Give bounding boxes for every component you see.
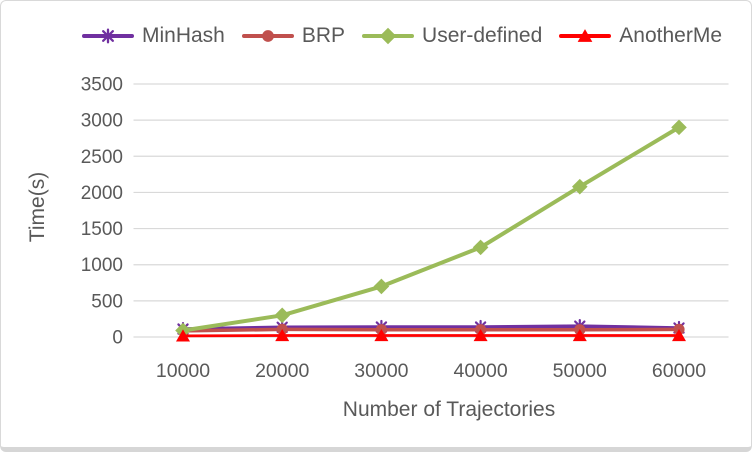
x-tick-label: 20000 [255,360,309,382]
x-axis-title: Number of Trajectories [342,398,556,421]
x-tick-label: 30000 [354,360,408,382]
legend-item-minhash: MinHash [81,23,225,49]
legend: MinHash BRP User-defined AnotherMe [1,23,751,49]
y-tick-label: 0 [112,328,123,349]
y-tick-label: 3500 [81,75,123,96]
minhash-marker-icon [81,28,134,44]
legend-label-anotherme: AnotherMe [619,24,723,47]
series-minhash [177,319,685,337]
legend-label-brp: BRP [301,24,346,47]
y-tick-label: 1000 [81,255,123,276]
y-tick-label: 2500 [81,147,123,168]
anotherme-marker-icon [559,29,612,42]
x-tick-label: 50000 [553,360,607,382]
brp-marker-icon [241,30,294,42]
x-tick-label: 60000 [652,360,706,382]
y-tick-label: 3000 [81,111,123,132]
x-tick-label: 40000 [453,360,507,382]
legend-item-brp: BRP [241,23,346,49]
y-axis-title: Time(s) [26,171,49,243]
y-tick-label: 1500 [81,219,123,240]
x-tick-label: 10000 [156,360,210,382]
series-user-defined [175,119,687,339]
series-anotherme [176,329,686,342]
legend-label-user-defined: User-defined [422,24,543,47]
legend-item-user-defined: User-defined [362,23,542,49]
legend-label-minhash: MinHash [141,24,225,47]
y-tick-label: 2000 [81,183,123,204]
y-tick-label: 500 [91,291,123,312]
legend-item-anotherme: AnotherMe [559,23,722,49]
user-defined-marker-icon [362,27,415,45]
